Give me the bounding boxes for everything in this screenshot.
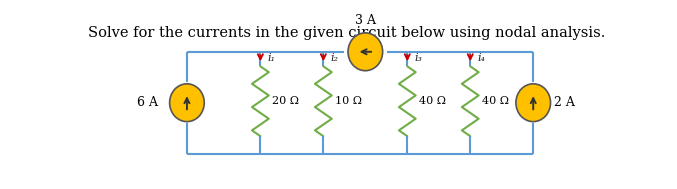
Text: i₂: i₂ — [330, 53, 338, 63]
Text: 10 Ω: 10 Ω — [335, 96, 362, 106]
Text: 40 Ω: 40 Ω — [419, 96, 446, 106]
Text: 20 Ω: 20 Ω — [272, 96, 299, 106]
Text: i₃: i₃ — [414, 53, 422, 63]
Text: 40 Ω: 40 Ω — [482, 96, 509, 106]
Ellipse shape — [516, 84, 550, 122]
Text: i₄: i₄ — [477, 53, 485, 63]
Ellipse shape — [170, 84, 204, 122]
Text: i₁: i₁ — [267, 53, 276, 63]
Text: 3 A: 3 A — [355, 14, 376, 27]
Text: 6 A: 6 A — [137, 96, 158, 109]
Text: Solve for the currents in the given circuit below using nodal analysis.: Solve for the currents in the given circ… — [88, 26, 606, 40]
Ellipse shape — [348, 33, 383, 71]
Text: 2 A: 2 A — [554, 96, 575, 109]
